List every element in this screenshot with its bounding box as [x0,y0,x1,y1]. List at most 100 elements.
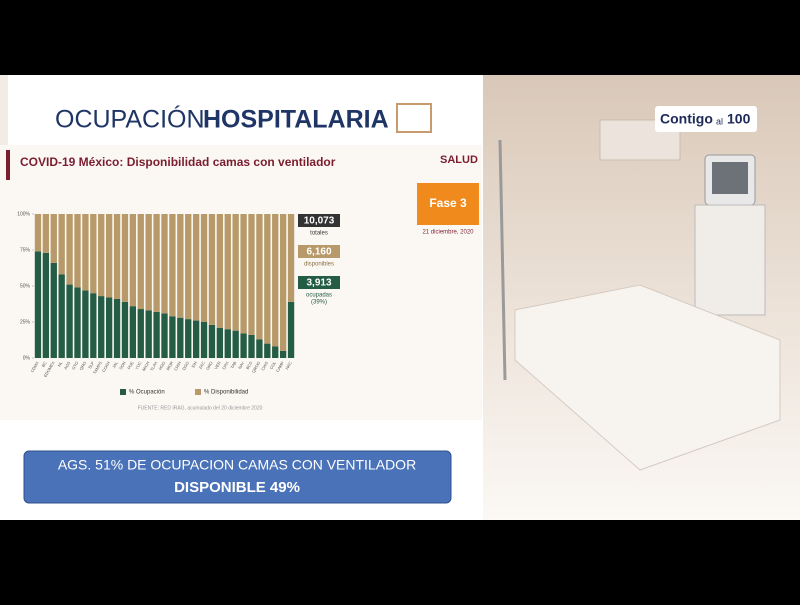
bar-segment [58,274,65,358]
bar-segment [113,214,121,299]
banner [23,450,452,504]
banner-line1: AGS. 51% DE OCUPACION CAMAS CON VENTILAD… [58,457,416,473]
x-tick-label: COL [269,360,278,370]
bar-segment [177,317,184,358]
bar-segment [200,214,208,322]
x-tick-label: TAMPS [92,360,103,374]
legend-label: % Disponibilidad [204,390,248,396]
total: 10,073 [304,216,335,227]
x-tick-label: SLP [87,360,95,369]
bar-segment [169,214,176,317]
title-light: OCUPACIÓN [55,105,205,134]
bar-segment [216,214,224,328]
ventilator [694,204,766,316]
y-tick-label: 25% [20,319,31,325]
institution: SALUD [440,154,478,166]
bar-segment [34,251,42,358]
bar-segment [279,350,287,358]
x-tick-label: COAH [101,360,111,373]
source: FUENTE: RED IRAG, acumulado del 20 dicie… [138,405,263,411]
x-tick-label: SON [118,360,127,370]
x-tick-label: CDMX [30,360,40,373]
logo-number: 100 [727,111,751,127]
bar-segment [153,311,160,358]
phase: Fase 3 [429,196,467,210]
bar-segment [256,339,263,358]
bar-segment [232,330,239,358]
bar-segment [105,214,113,298]
bar-segment [82,290,89,358]
logo-small: al [716,116,723,126]
bar-segment [240,333,247,358]
bar-segment [279,214,287,351]
x-tick-label: HGO [157,361,166,371]
bar-segment [137,309,144,358]
logo-box [655,106,757,132]
bar-segment [105,297,113,358]
available-box [298,245,340,258]
available: 6,160 [306,247,331,258]
bar-segment [240,214,247,334]
bar-segment [161,214,168,314]
x-tick-label: MICH [141,360,150,371]
legend-swatch [195,389,201,395]
legend-swatch [120,389,126,395]
bar-segment [185,319,192,358]
bar-segment [113,298,121,358]
bar-segment [272,214,279,347]
bar-segment [264,343,271,358]
accent [6,150,10,180]
bar-segment [129,306,137,358]
x-tick-label: VER [213,360,221,370]
occupied-label: ocupadas [306,293,332,299]
bar-segment [98,214,105,297]
pole [498,139,507,381]
bar-segment [145,310,152,358]
bar-segment [208,324,216,358]
bar-segment [121,214,129,302]
hospital-icon [396,103,432,133]
bar-segment [200,322,208,358]
bar-segment [177,214,184,318]
x-tick-label: MOR [165,360,174,371]
occupied: 3,913 [306,278,331,289]
x-tick-label: JAL [111,360,119,369]
legend-label: % Ocupación [129,390,165,396]
monitor-screen [712,162,748,194]
bar-segment [50,214,57,263]
bar-segment [98,296,105,358]
chart-title: COVID-19 México: Disponibilidad camas co… [20,155,336,169]
bed [514,284,781,471]
bar-segment [82,214,89,291]
bar-segment [66,214,73,285]
bar-segment [145,214,152,311]
total-label: totales [310,231,328,237]
bar-segment [272,346,279,358]
bar-segment [153,214,160,312]
total-box [298,214,340,227]
occupied-pct: (39%) [311,300,327,306]
bar-segment [185,214,192,320]
bar-segment [256,214,263,340]
occupied-box [298,276,340,289]
bar-segment [216,327,224,358]
bar-segment [169,316,176,358]
bar-segment [58,214,65,275]
bar-segment [90,214,97,294]
date: 21 diciembre, 2020 [422,230,474,236]
bar-segment [192,214,200,321]
banner-line2: DISPONIBLE 49% [174,479,300,496]
bar-segment [66,284,73,358]
y-tick-label: 75% [20,247,31,253]
logo-main: Contigo [660,111,713,127]
x-tick-label: BC [41,360,48,367]
y-tick-label: 100% [17,211,30,217]
bar-segment [232,214,239,331]
y-tick-label: 0% [23,355,31,361]
x-tick-label: QROO [251,361,261,374]
x-tick-label: GRO [205,361,214,371]
x-tick-label: SIN [190,360,198,368]
bar-segment [90,293,97,358]
x-tick-label: DGO [181,361,190,371]
bar-segment [264,214,271,344]
